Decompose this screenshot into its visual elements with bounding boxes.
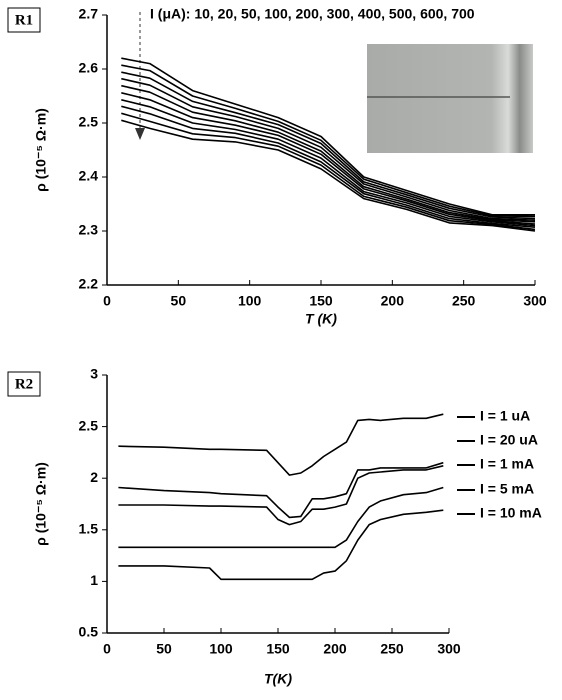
data-line (121, 105, 536, 228)
x-tick-label: 100 (238, 293, 262, 309)
x-tick-label: 150 (266, 641, 290, 657)
x-tick-label: 200 (381, 293, 405, 309)
y-tick-label: 3 (90, 366, 98, 382)
x-tick-label: 250 (380, 641, 404, 657)
data-line (121, 119, 536, 232)
x-tick-label: 150 (309, 293, 333, 309)
y-axis-label: ρ (10⁻⁵ Ω·m) (33, 108, 49, 192)
y-tick-label: 1 (90, 572, 98, 588)
data-line (121, 92, 536, 225)
data-line (118, 413, 444, 476)
x-tick-label: 250 (452, 293, 476, 309)
data-line (118, 465, 444, 526)
data-line (118, 486, 444, 549)
panel-frame (7, 371, 41, 397)
y-tick-label: 2 (90, 469, 98, 485)
data-line (121, 99, 536, 227)
arrow-head (135, 128, 145, 140)
y-tick-label: 2.4 (79, 168, 99, 184)
inset-image (367, 44, 533, 153)
y-tick-label: 2.6 (79, 60, 99, 76)
y-tick-label: 0.5 (79, 624, 99, 640)
x-tick-label: 0 (103, 293, 111, 309)
x-tick-label: 200 (323, 641, 347, 657)
x-axis-label: T (K) (305, 311, 337, 327)
legend-label: I = 10 mA (480, 505, 542, 521)
data-line (118, 509, 444, 581)
y-axis-label: ρ (10⁻⁵ Ω·m) (33, 462, 49, 546)
legend-label: I = 1 uA (480, 408, 530, 424)
data-line (121, 71, 536, 220)
x-tick-label: 50 (171, 293, 187, 309)
legend-label: I = 5 mA (480, 481, 534, 497)
x-axis-label: T(K) (264, 671, 292, 687)
x-tick-label: 0 (103, 641, 111, 657)
x-tick-label: 300 (523, 293, 547, 309)
data-line (121, 64, 536, 218)
data-line (121, 112, 536, 231)
inset-photo (367, 44, 533, 153)
y-tick-label: 2.7 (79, 6, 99, 22)
x-tick-label: 50 (156, 641, 172, 657)
data-line (121, 84, 536, 223)
x-tick-label: 300 (437, 641, 461, 657)
current-arrow (135, 12, 145, 140)
y-tick-label: 1.5 (79, 521, 99, 537)
data-line (121, 77, 536, 221)
y-tick-label: 2.3 (79, 222, 99, 238)
chart-title: I (μA): 10, 20, 50, 100, 200, 300, 400, … (150, 6, 475, 22)
panel-label-box: R1 (7, 7, 41, 33)
y-tick-label: 2.5 (79, 114, 99, 130)
x-tick-label: 100 (209, 641, 233, 657)
panel-label-box: R2 (7, 371, 41, 397)
data-line (121, 57, 535, 216)
legend-label: I = 20 uA (480, 432, 538, 448)
panel-label: R2 (15, 376, 33, 392)
legend-label: I = 1 mA (480, 456, 534, 472)
y-tick-label: 2.5 (79, 417, 99, 433)
panel-frame (7, 7, 41, 33)
y-tick-label: 2.2 (79, 276, 99, 292)
data-line (118, 461, 444, 519)
panel-label: R1 (15, 12, 33, 28)
